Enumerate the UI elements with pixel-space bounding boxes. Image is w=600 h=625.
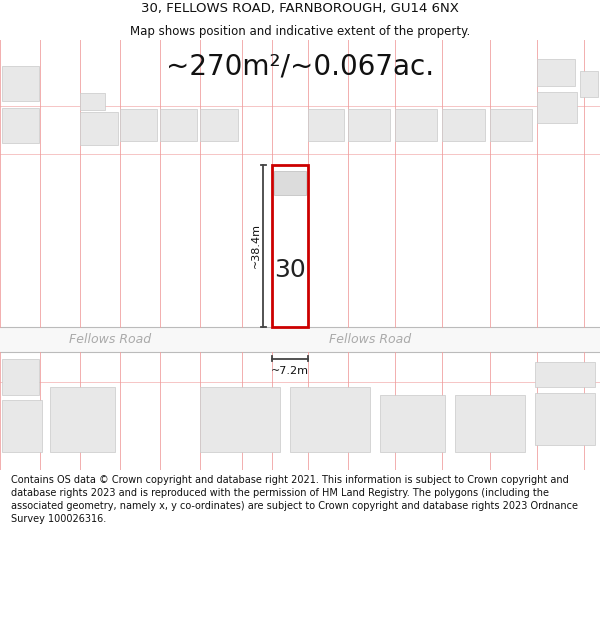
Text: 30, FELLOWS ROAD, FARNBOROUGH, GU14 6NX: 30, FELLOWS ROAD, FARNBOROUGH, GU14 6NX — [141, 2, 459, 15]
Text: 30: 30 — [274, 258, 306, 282]
Bar — [0, 327, 600, 351]
Text: Map shows position and indicative extent of the property.: Map shows position and indicative extent… — [130, 25, 470, 38]
Bar — [272, 164, 308, 327]
Bar — [348, 109, 390, 141]
Bar — [537, 59, 575, 86]
Text: Contains OS data © Crown copyright and database right 2021. This information is : Contains OS data © Crown copyright and d… — [11, 474, 578, 524]
Text: ~270m²/~0.067ac.: ~270m²/~0.067ac. — [166, 52, 434, 81]
Text: ~7.2m: ~7.2m — [271, 366, 309, 376]
Bar — [2, 66, 39, 101]
Bar — [580, 71, 598, 97]
Bar — [490, 109, 532, 141]
Bar — [308, 109, 344, 141]
Bar — [200, 387, 280, 452]
Bar — [2, 359, 39, 396]
Bar — [120, 109, 157, 141]
Bar — [455, 396, 525, 452]
Bar — [535, 392, 595, 446]
Bar — [380, 396, 445, 452]
Bar — [442, 109, 485, 141]
Bar — [537, 92, 577, 123]
Bar — [290, 387, 370, 452]
Text: Fellows Road: Fellows Road — [329, 332, 411, 346]
Text: ~38.4m: ~38.4m — [251, 223, 261, 268]
Bar — [80, 112, 118, 145]
Bar — [395, 109, 437, 141]
Bar — [80, 92, 105, 110]
Bar — [535, 362, 595, 387]
Bar — [160, 109, 197, 141]
Bar — [200, 109, 238, 141]
Bar — [274, 171, 306, 196]
Bar — [50, 387, 115, 452]
Bar — [2, 107, 39, 142]
Bar — [2, 400, 42, 452]
Text: Fellows Road: Fellows Road — [69, 332, 151, 346]
